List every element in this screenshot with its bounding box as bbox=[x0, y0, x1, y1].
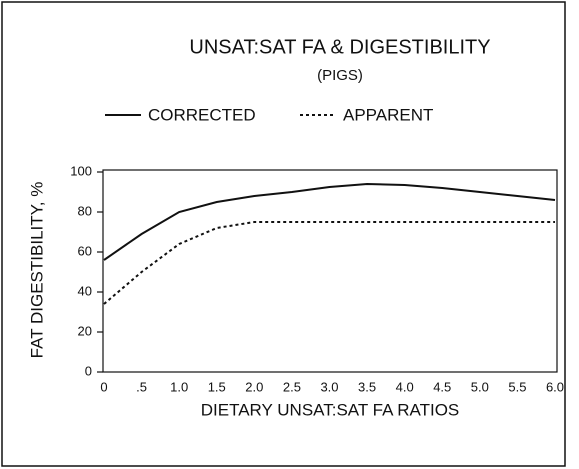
x-tick-label: 3.5 bbox=[358, 379, 376, 394]
line bbox=[103, 182, 556, 261]
x-tick-label: 5.0 bbox=[471, 379, 489, 394]
y-tick-label: 0 bbox=[85, 363, 92, 378]
frame bbox=[1, 1, 566, 467]
x-tick-label: 2.5 bbox=[283, 379, 301, 394]
y-axis-label: FAT DIGESTIBILITY, % bbox=[27, 182, 46, 359]
y-tick-label: 20 bbox=[78, 323, 92, 338]
x-tick-label: 0 bbox=[100, 379, 107, 394]
x-tick-label: 4.5 bbox=[433, 379, 451, 394]
x-tick-label: 5.5 bbox=[508, 379, 526, 394]
x-tick-label: .5 bbox=[136, 379, 147, 394]
y-tick-label: 100 bbox=[70, 163, 92, 178]
x-tick-label: 1.0 bbox=[170, 379, 188, 394]
plot-area bbox=[102, 169, 558, 373]
x-tick-label: 3.0 bbox=[320, 379, 338, 394]
y-tick-label: 80 bbox=[78, 203, 92, 218]
x-tick-label: 2.0 bbox=[245, 379, 263, 394]
x-tick-label: 6.0 bbox=[546, 379, 564, 394]
x-tick-label: 4.0 bbox=[396, 379, 414, 394]
legend-label: APPARENT bbox=[343, 105, 433, 124]
y-tick-label: 40 bbox=[78, 283, 92, 298]
y-tick-label: 60 bbox=[78, 243, 92, 258]
x-axis-label: DIETARY UNSAT:SAT FA RATIOS bbox=[201, 400, 460, 419]
line bbox=[103, 221, 555, 305]
chart-title: UNSAT:SAT FA & DIGESTIBILITY bbox=[189, 36, 490, 58]
x-tick-label: 1.5 bbox=[208, 379, 226, 394]
legend-label: CORRECTED bbox=[148, 105, 256, 124]
chart-subtitle: (PIGS) bbox=[317, 67, 363, 84]
